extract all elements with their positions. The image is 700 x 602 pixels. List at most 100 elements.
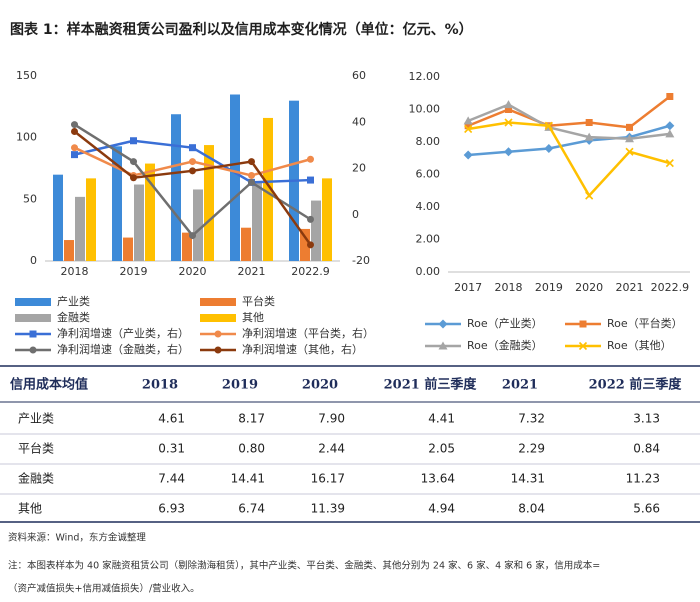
bar [182, 232, 192, 261]
bar [171, 114, 181, 261]
bar [64, 240, 74, 261]
y-tick-label: 100 [16, 131, 37, 144]
table-cell: 0.84 [633, 442, 660, 456]
table-cell: 7.32 [518, 412, 545, 426]
table-header: 2021 [502, 378, 538, 393]
legend-label: 净利润增速（产业类，右） [57, 326, 189, 340]
y-tick-label: 50 [23, 192, 37, 205]
y-tick-label: 12.00 [409, 70, 441, 83]
legend-swatch [15, 298, 51, 306]
marker [307, 155, 314, 163]
marker [578, 341, 588, 351]
bar [134, 184, 144, 261]
marker [544, 144, 554, 153]
x-tick-label: 2022.9 [291, 265, 330, 278]
x-tick-label: 2017 [454, 281, 482, 294]
table-cell: 0.80 [238, 442, 265, 456]
marker [189, 144, 196, 152]
legend-label: 净利润增速（平台类，右） [242, 326, 374, 340]
table-cell: 2.44 [318, 442, 345, 456]
legend-swatch [200, 314, 236, 322]
y-tick-label: 6.00 [416, 168, 441, 181]
marker [584, 132, 594, 141]
legend-label: Roe（产业类） [467, 316, 543, 330]
bar [322, 178, 332, 261]
legend-label: 净利润增速（其他，右） [242, 342, 363, 356]
table-cell: 11.23 [626, 472, 660, 486]
marker [307, 215, 314, 223]
legend-label: 产业类 [57, 294, 90, 308]
y-tick-label: 150 [16, 69, 37, 82]
x-tick-label: 2020 [179, 265, 207, 278]
table-header: 2019 [222, 378, 258, 393]
y2-tick-label: 0 [352, 208, 359, 221]
y-tick-label: 4.00 [416, 200, 441, 213]
table-cell: 平台类 [18, 441, 54, 456]
table-cell: 6.93 [158, 502, 185, 516]
marker [71, 144, 78, 152]
bar [86, 178, 96, 261]
table-cell: 7.90 [318, 412, 345, 426]
marker [665, 121, 675, 131]
marker [504, 118, 513, 127]
marker [464, 122, 472, 130]
table-cell: 6.74 [238, 502, 265, 516]
y2-tick-label: 40 [352, 115, 366, 128]
marker [504, 100, 513, 109]
table-cell: 14.31 [511, 472, 545, 486]
table-header: 2022 前三季度 [589, 377, 683, 393]
table-cell: 16.17 [311, 472, 345, 486]
legend-label: 其他 [242, 311, 264, 324]
table-cell: 8.17 [238, 412, 265, 426]
bar [53, 174, 63, 261]
marker [579, 320, 587, 328]
marker [464, 124, 473, 134]
table-cell: 产业类 [18, 412, 54, 426]
line [467, 121, 671, 198]
note-line: 注：本图表样本为 40 家融资租赁公司（剔除渤海租赁），其中产业类、平台类、金融… [8, 560, 600, 572]
x-tick-label: 2019 [535, 281, 563, 294]
table-cell: 13.64 [421, 472, 455, 486]
table-cell: 8.04 [518, 502, 545, 516]
table-cell: 金融类 [18, 471, 54, 486]
y-tick-label: 10.00 [409, 103, 441, 116]
bar [241, 227, 251, 261]
marker [463, 150, 473, 160]
marker [130, 137, 137, 145]
legend-label: Roe（其他） [607, 339, 672, 352]
marker [307, 176, 314, 184]
marker [248, 158, 255, 166]
y2-tick-label: 60 [352, 69, 366, 82]
marker [504, 147, 513, 157]
x-tick-label: 2019 [120, 265, 148, 278]
marker [71, 121, 78, 129]
marker [29, 346, 37, 354]
line [467, 95, 671, 129]
table-cell: 14.41 [231, 472, 265, 486]
table-cell: 4.41 [428, 412, 455, 426]
legend-label: 平台类 [242, 294, 275, 308]
marker [307, 241, 314, 249]
table-header: 2018 [142, 378, 178, 393]
marker [665, 159, 674, 168]
marker [71, 151, 78, 159]
legend-label: 净利润增速（金融类，右） [57, 342, 189, 356]
marker [248, 171, 255, 179]
y-tick-label: 8.00 [416, 135, 441, 148]
figure-title: 图表 1：样本融资租赁公司盈利以及信用成本变化情况（单位：亿元、%） [10, 21, 473, 38]
marker [214, 330, 222, 338]
bar [145, 163, 155, 261]
table-cell: 4.94 [428, 502, 455, 516]
bar [311, 200, 321, 261]
legend-label: Roe（平台类） [607, 316, 683, 330]
marker [438, 319, 448, 329]
bar [230, 94, 240, 261]
table-cell: 3.13 [633, 412, 660, 426]
x-tick-label: 2022.9 [651, 281, 690, 294]
x-tick-label: 2020 [575, 281, 603, 294]
note-line: （资产减值损失+信用减值损失）/营业收入。 [8, 583, 200, 595]
table-header: 2020 [302, 378, 338, 393]
table-cell: 7.44 [158, 472, 185, 486]
bar [252, 182, 262, 261]
